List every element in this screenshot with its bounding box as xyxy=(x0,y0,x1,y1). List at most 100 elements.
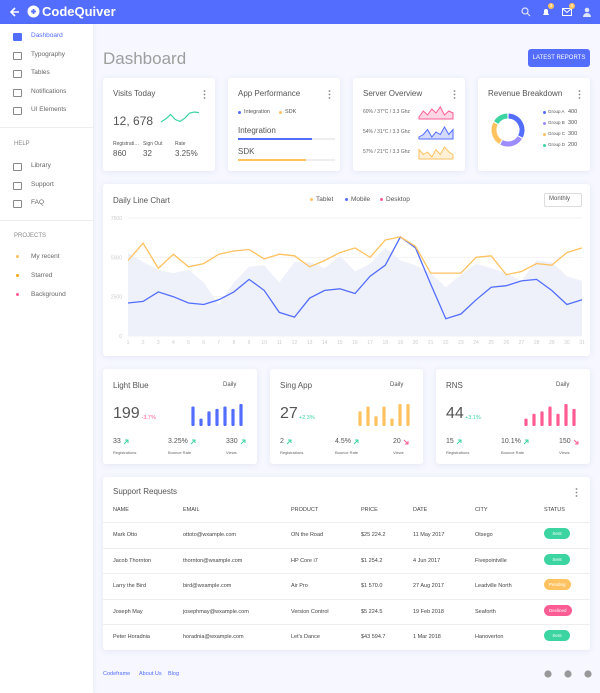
stat-value: 330 xyxy=(226,438,238,445)
mail-icon[interactable] xyxy=(562,8,572,16)
menu-dot xyxy=(453,97,456,99)
legend-dot xyxy=(380,198,383,201)
table-cell: Leadville North xyxy=(475,583,512,590)
legend-dot xyxy=(310,198,313,201)
trend-arrow xyxy=(190,439,196,445)
nav-item[interactable]: Tables xyxy=(31,69,50,76)
y-tick-label: 0 xyxy=(119,334,122,340)
bar xyxy=(548,406,552,426)
line xyxy=(127,235,583,320)
bar xyxy=(374,416,378,426)
visits-card: Visits Today 12, 678 Registrations 860 Sign … xyxy=(103,78,215,171)
nav-item[interactable]: Notifications xyxy=(31,87,67,95)
app-performance-card: App Performance Integration SDK Integration… xyxy=(228,78,340,171)
menu-dot xyxy=(328,97,331,99)
trend-arrow-path xyxy=(190,439,196,445)
social-icon-shape xyxy=(544,670,552,678)
period-select[interactable]: Daily xyxy=(390,382,404,388)
card-title: Server Overview xyxy=(363,89,423,98)
donut xyxy=(491,113,525,147)
x-tick-label: 28 xyxy=(534,340,540,346)
trend-arrow xyxy=(403,439,409,445)
divider xyxy=(0,220,93,221)
table-cell: 4 Jun 2017 xyxy=(413,557,441,564)
project-item[interactable]: My recent xyxy=(31,253,60,260)
footer-link[interactable]: About Us xyxy=(139,671,162,677)
bell-icon[interactable] xyxy=(541,7,551,17)
nav-icon xyxy=(13,107,22,115)
menu-icon[interactable] xyxy=(453,90,456,99)
sparkline-area xyxy=(418,106,454,120)
nav-item[interactable]: Support xyxy=(31,180,54,188)
stat-label: Registrations xyxy=(446,450,470,455)
badge: 3 xyxy=(548,3,554,9)
social-icon[interactable] xyxy=(584,670,592,678)
menu-dot xyxy=(203,97,206,99)
bar-label: SDK xyxy=(238,147,255,156)
legend-label: Group B xyxy=(548,120,565,125)
period-select[interactable]: Daily xyxy=(223,382,237,388)
stat-value: 33 xyxy=(113,438,121,445)
x-tick-label: 15 xyxy=(337,340,343,346)
back-icon[interactable] xyxy=(9,6,21,18)
search-icon[interactable] xyxy=(521,7,531,17)
menu-icon[interactable] xyxy=(578,90,581,99)
user-icon[interactable] xyxy=(582,7,592,17)
app-total: 199 xyxy=(113,405,140,422)
nav-item[interactable]: Dashboard xyxy=(31,32,63,39)
app-bars xyxy=(358,404,410,426)
stat-value: 32 xyxy=(143,149,152,158)
report-button[interactable]: LATEST REPORTS xyxy=(528,49,590,67)
donut-slice xyxy=(491,122,503,144)
x-tick-label: 24 xyxy=(473,340,479,346)
app-total: 44 xyxy=(446,405,464,422)
nav-item[interactable]: Typography xyxy=(31,50,65,58)
bar xyxy=(540,411,544,426)
stat-value: 2 xyxy=(280,438,284,445)
period-select[interactable]: Monthly xyxy=(544,193,582,207)
menu-dot xyxy=(575,488,578,490)
table-cell: Otsego xyxy=(475,532,493,538)
project-item[interactable]: Starred xyxy=(31,272,53,279)
stat-label: Views xyxy=(226,450,237,455)
project-item[interactable]: Background xyxy=(31,291,66,298)
nav-item[interactable]: UI Elements xyxy=(31,106,67,113)
period-select[interactable]: Daily xyxy=(556,382,570,388)
stat-label: Rate xyxy=(175,141,186,147)
x-tick-label: 8 xyxy=(233,340,236,346)
nav-item[interactable]: Library xyxy=(31,162,51,169)
x-tick-label: 18 xyxy=(382,340,388,346)
menu-icon[interactable] xyxy=(575,488,578,497)
table-cell: ON the Road xyxy=(291,532,324,538)
bar xyxy=(572,408,576,426)
menu-icon[interactable] xyxy=(203,90,206,99)
menu-dot xyxy=(578,93,581,96)
table-cell: Joseph May xyxy=(113,608,143,615)
legend-label: Group C xyxy=(548,131,566,136)
trend-arrow-path xyxy=(403,439,409,445)
menu-icon[interactable] xyxy=(328,90,331,99)
table-cell: bird@wxample.com xyxy=(183,583,232,590)
menu-dot xyxy=(575,495,578,497)
column-header: DATE xyxy=(413,507,428,513)
x-tick-label: 13 xyxy=(307,340,313,346)
x-tick-label: 10 xyxy=(261,340,267,346)
legend-dot xyxy=(543,122,546,125)
table-cell: 1 Mar 2018 xyxy=(413,634,441,641)
footer-link[interactable]: Codeframe xyxy=(103,671,131,677)
row-divider xyxy=(103,573,590,575)
legend-label: Desktop xyxy=(386,196,410,203)
nav-item[interactable]: FAQ xyxy=(31,199,45,206)
legend-dot xyxy=(238,111,241,114)
social-icon[interactable] xyxy=(544,670,552,678)
stat-value: 10.1% xyxy=(501,438,521,445)
stat-value: 860 xyxy=(113,149,127,158)
period-label: Monthly xyxy=(549,196,571,202)
footer-link[interactable]: Blog xyxy=(168,671,180,677)
logo[interactable]: CodeQuiver xyxy=(42,4,116,19)
bar-label: Integration xyxy=(238,126,276,135)
server-card: Server Overview 60% / 37°C / 3.3 Ghz 54% /… xyxy=(353,78,465,171)
social-icon[interactable] xyxy=(564,670,572,678)
nav-icon xyxy=(13,200,22,208)
